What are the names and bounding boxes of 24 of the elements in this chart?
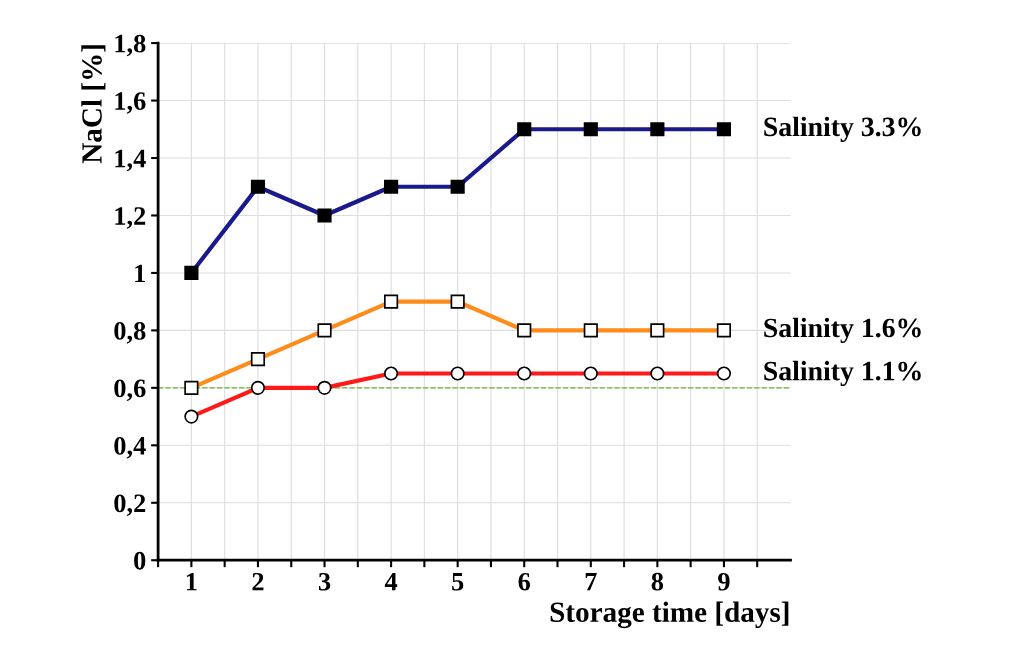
y-tick-label: 1,2 [115,207,146,229]
x-tick-label: 1 [186,572,197,591]
x-tick-label: 4 [384,572,398,591]
series-label: Salinity 3.3% [764,116,921,142]
y-tick-label: 1,4 [115,149,146,172]
y-tick-label: 0,4 [114,436,146,459]
y-tick-label: 1,6 [115,92,146,114]
x-tick-label: 8 [651,572,664,591]
x-tick-label: 7 [585,573,597,591]
x-tick-label: 2 [252,572,264,591]
y-tick-label: 1,8 [115,34,146,57]
series-label: Salinity 1.6% [764,317,921,344]
x-tick-label: 6 [518,572,531,591]
x-tick-label: 9 [718,572,730,591]
y-tick-label: 1 [135,264,145,283]
y-tick-label: 0,8 [114,322,146,344]
x-tick-label: 5 [452,573,464,591]
y-axis-title: NaCl [%] [81,45,106,164]
y-tick-label: 0,6 [114,379,146,402]
y-tick-label: 0,2 [114,494,146,517]
x-axis-title: Storage time [days] [550,601,789,629]
series-label: Salinity 1.1% [764,360,921,387]
y-tick-label: 0 [134,551,146,570]
x-tick-label: 3 [318,572,331,591]
